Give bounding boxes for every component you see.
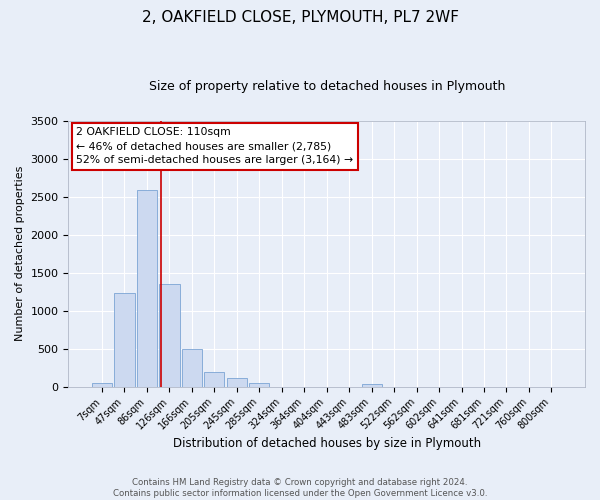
- Bar: [204, 372, 224, 386]
- Bar: [115, 293, 134, 386]
- Y-axis label: Number of detached properties: Number of detached properties: [15, 166, 25, 342]
- Text: 2, OAKFIELD CLOSE, PLYMOUTH, PL7 2WF: 2, OAKFIELD CLOSE, PLYMOUTH, PL7 2WF: [142, 10, 458, 25]
- Bar: [159, 284, 179, 386]
- Text: Contains HM Land Registry data © Crown copyright and database right 2024.
Contai: Contains HM Land Registry data © Crown c…: [113, 478, 487, 498]
- Bar: [92, 383, 112, 386]
- Bar: [249, 383, 269, 386]
- Title: Size of property relative to detached houses in Plymouth: Size of property relative to detached ho…: [149, 80, 505, 93]
- Bar: [137, 190, 157, 386]
- X-axis label: Distribution of detached houses by size in Plymouth: Distribution of detached houses by size …: [173, 437, 481, 450]
- Text: 2 OAKFIELD CLOSE: 110sqm
← 46% of detached houses are smaller (2,785)
52% of sem: 2 OAKFIELD CLOSE: 110sqm ← 46% of detach…: [76, 127, 353, 165]
- Bar: [182, 348, 202, 387]
- Bar: [362, 384, 382, 386]
- Bar: [227, 378, 247, 386]
